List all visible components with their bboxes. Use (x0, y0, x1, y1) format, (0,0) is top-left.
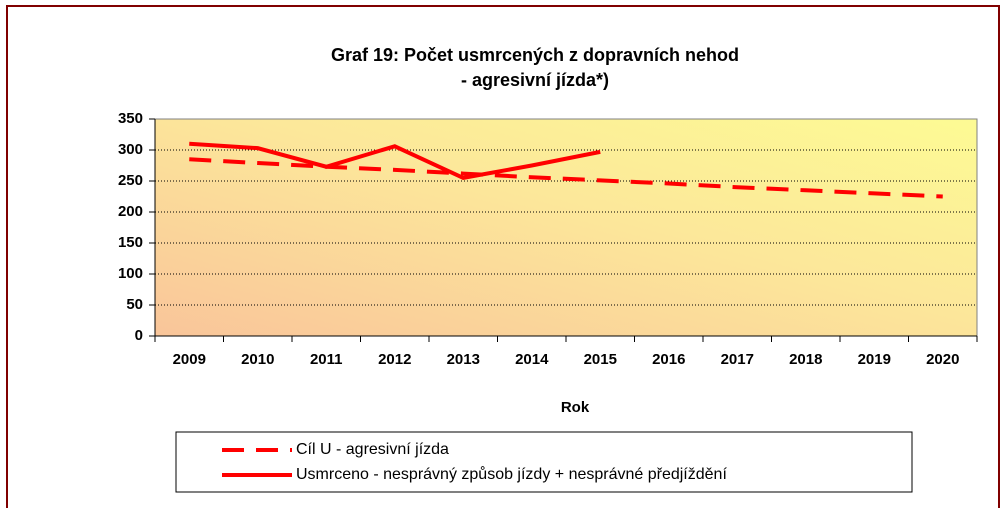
y-tick-label: 150 (118, 234, 143, 251)
chart-subtitle: - agresivní jízda*) (461, 70, 609, 90)
x-tick-label: 2009 (173, 351, 206, 368)
line-series (189, 157, 943, 199)
x-tick-label: 2015 (584, 351, 617, 368)
x-tick-label: 2017 (721, 351, 754, 368)
x-tick-label: 2010 (241, 351, 274, 368)
y-tick-label: 350 (118, 110, 143, 127)
y-tick-label: 300 (118, 141, 143, 158)
y-tick-label: 200 (118, 203, 143, 220)
line-series (189, 141, 601, 180)
x-tick-label: 2013 (447, 351, 480, 368)
legend (175, 431, 913, 493)
legend-label: Cíl U - agresivní jízda (296, 441, 449, 458)
x-tick-label: 2014 (515, 351, 549, 368)
legend-label: Usmrceno - nesprávný způsob jízdy + nesp… (296, 465, 727, 483)
x-tick-label: 2018 (789, 351, 822, 368)
y-tick-label: 250 (118, 172, 143, 189)
y-tick-label: 0 (135, 327, 143, 344)
x-axis-label: Rok (561, 399, 590, 416)
y-tick-label: 100 (118, 265, 143, 282)
x-tick-label: 2019 (858, 351, 891, 368)
y-tick-label: 50 (126, 296, 143, 313)
plot-area (154, 118, 978, 337)
x-tick-label: 2012 (378, 351, 411, 368)
x-tick-label: 2020 (926, 351, 959, 368)
chart-title: Graf 19: Počet usmrcených z dopravních n… (331, 45, 739, 65)
x-tick-label: 2011 (310, 351, 343, 368)
x-tick-label: 2016 (652, 351, 685, 368)
